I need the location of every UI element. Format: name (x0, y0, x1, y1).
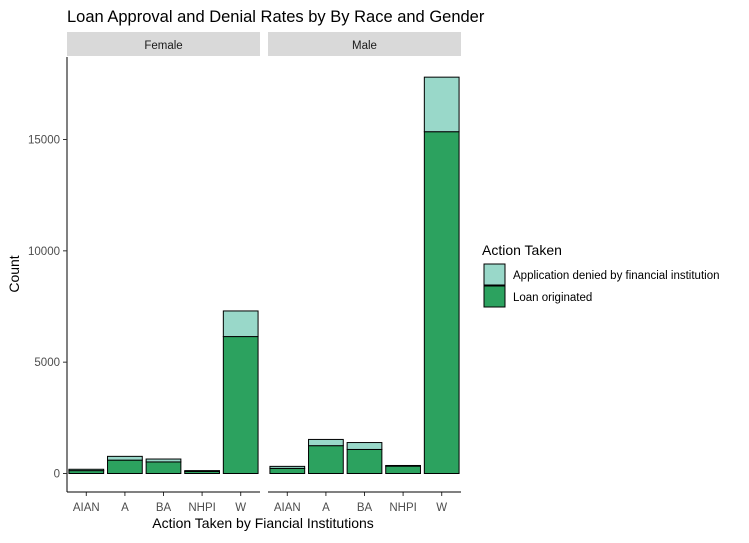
x-axis-title: Action Taken by Fiancial Institutions (152, 515, 374, 531)
legend-label-application-denied-by-financial-institution: Application denied by financial institut… (513, 270, 720, 282)
bar-male-aian-application-denied-by-financial-institution (269, 465, 306, 469)
legend-label-loan-originated: Loan originated (513, 292, 592, 304)
x-tick-label-female-aian: AIAN (73, 502, 100, 514)
facet-male: Male AIAN A BA NHPI W (268, 32, 461, 514)
x-tick-label-female-ba: BA (156, 502, 172, 514)
bar-female-nhpi-application-denied-by-financial-institution (184, 470, 220, 472)
x-tick-label-male-nhpi: NHPI (389, 502, 416, 514)
bar-male-ba-application-denied-by-financial-institution (346, 442, 383, 450)
bar-female-a-application-denied-by-financial-institution (107, 455, 143, 461)
x-tick-label-male-ba: BA (357, 502, 373, 514)
legend-entry-loan-originated: Loan originated (483, 285, 592, 308)
facet-label-male: Male (352, 40, 377, 52)
x-tick-label-female-a: A (121, 502, 129, 514)
legend-entry-application-denied-by-financial-institution: Application denied by financial institut… (483, 263, 720, 286)
bar-male-ba-loan-originated (346, 448, 383, 474)
bar-male-aian-loan-originated (269, 467, 306, 474)
y-tick-label-0: 0 (54, 469, 60, 481)
bar-male-w-application-denied-by-financial-institution (423, 76, 460, 133)
y-axis: 0 5000 10000 15000 (28, 57, 68, 492)
facet-strip-male (268, 32, 461, 56)
facet-panels: Female AIAN A BA NHPI W Male AIAN A BA NHPI W (67, 32, 461, 514)
bar-female-w-loan-originated (222, 336, 259, 474)
legend-title: Action Taken (482, 242, 562, 258)
x-tick-label-female-nhpi: NHPI (188, 502, 215, 514)
y-tick-label-10000: 10000 (28, 246, 60, 258)
bar-male-nhpi-application-denied-by-financial-institution (385, 464, 421, 467)
bar-female-a-loan-originated (107, 459, 143, 475)
bar-female-aian-application-denied-by-financial-institution (68, 468, 105, 472)
facet-female: Female AIAN A BA NHPI W (67, 32, 260, 514)
x-tick-label-male-a: A (322, 502, 330, 514)
chart-title: Loan Approval and Denial Rates by By Rac… (67, 8, 485, 26)
y-tick-label-5000: 5000 (34, 357, 60, 369)
legend: Action Taken Application denied by finan… (482, 242, 720, 308)
bar-female-ba-loan-originated (145, 461, 182, 474)
y-axis-title: Count (6, 255, 22, 292)
x-tick-label-male-aian: AIAN (274, 502, 301, 514)
facet-strip-female (67, 32, 260, 56)
legend-key-loan-originated (483, 285, 506, 308)
x-tick-label-female-w: W (235, 502, 246, 514)
bar-male-a-loan-originated (308, 445, 344, 474)
bar-male-nhpi-loan-originated (385, 465, 421, 475)
bar-male-a-application-denied-by-financial-institution (308, 438, 344, 447)
facet-label-female: Female (144, 40, 182, 52)
bar-female-ba-application-denied-by-financial-institution (145, 458, 182, 463)
bar-male-w-loan-originated (423, 131, 460, 474)
bar-female-w-application-denied-by-financial-institution (222, 310, 259, 338)
legend-key-application-denied-by-financial-institution (483, 263, 506, 286)
x-tick-label-male-w: W (436, 502, 447, 514)
y-tick-label-15000: 15000 (28, 135, 60, 147)
